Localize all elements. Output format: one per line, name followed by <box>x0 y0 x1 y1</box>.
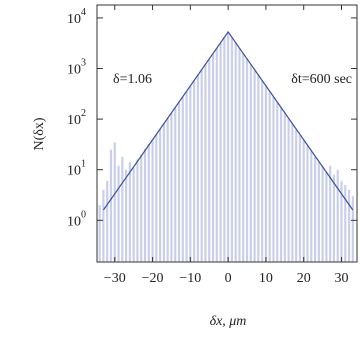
histogram-bar <box>128 162 131 262</box>
histogram-bar <box>174 107 177 262</box>
histogram-bar <box>177 102 181 262</box>
histogram-bar <box>249 64 252 262</box>
histogram-bar <box>306 145 309 262</box>
y-tick-label: 102 <box>67 108 86 128</box>
histogram-bar <box>347 189 351 262</box>
histogram-bar <box>147 144 150 262</box>
histogram-bar <box>151 139 154 262</box>
histogram-bar <box>196 75 199 262</box>
histogram-bar <box>181 96 184 262</box>
y-tick-label: 100 <box>67 210 86 230</box>
histogram-bar <box>185 91 188 262</box>
histogram-bar <box>166 118 169 262</box>
x-tick-label: −30 <box>104 271 126 286</box>
x-tick-label: 20 <box>297 271 311 286</box>
histogram-bar <box>121 156 124 262</box>
y-tick-base: 10 <box>67 113 81 128</box>
histogram-bar <box>257 75 260 262</box>
histogram-bar <box>109 149 113 262</box>
histogram-bar <box>253 69 256 262</box>
x-tick-label: 10 <box>259 271 273 286</box>
y-axis-label: N(δx) <box>32 117 47 150</box>
annotation: δ=1.06 <box>113 72 152 87</box>
histogram-bar <box>291 124 294 262</box>
histogram-bar <box>117 165 120 262</box>
histogram-bar <box>140 154 143 262</box>
histogram-bar <box>272 96 275 262</box>
histogram-bar <box>287 118 290 262</box>
x-tick-label: −20 <box>142 271 164 286</box>
histogram-bar <box>242 53 245 263</box>
x-tick-label: 0 <box>225 271 232 286</box>
histogram-bar <box>238 48 241 263</box>
histogram-bar <box>332 174 336 262</box>
y-tick-base: 10 <box>67 63 81 78</box>
histogram-bar <box>208 58 211 262</box>
histogram-bar <box>159 128 162 262</box>
histogram-bar <box>219 42 222 262</box>
y-tick-exponent: 2 <box>81 108 86 119</box>
histogram-bar <box>245 58 249 263</box>
histogram-bar <box>279 107 283 262</box>
histogram-bar <box>351 196 354 262</box>
histogram-bar <box>200 69 203 262</box>
y-tick-exponent: 3 <box>81 58 86 69</box>
y-tick-base: 10 <box>67 164 81 179</box>
histogram-bar <box>102 189 105 262</box>
histogram-bar <box>317 162 320 262</box>
histogram-bar <box>321 165 324 262</box>
histogram-bar <box>223 37 226 262</box>
histogram-bar <box>189 85 192 262</box>
histogram-bar <box>230 37 234 262</box>
y-tick-exponent: 1 <box>81 159 86 170</box>
histogram-bar <box>211 53 215 263</box>
histogram-bar <box>340 180 343 262</box>
histogram-bar <box>113 142 116 262</box>
histogram-bar <box>295 129 298 262</box>
histogram-bar <box>204 64 207 262</box>
plot-frame <box>96 4 358 263</box>
histogram-bar <box>310 151 313 262</box>
histogram-bar <box>283 113 286 263</box>
histogram-bar <box>136 159 139 262</box>
histogram-bar <box>227 31 230 263</box>
annotation: δt=600 sec <box>291 72 352 87</box>
histogram-bar <box>344 184 347 262</box>
histogram-bar <box>143 148 147 262</box>
histogram-bar <box>336 169 339 262</box>
y-tick-label: 104 <box>67 7 86 27</box>
histogram-bar <box>302 140 305 262</box>
histogram-bar <box>98 205 101 262</box>
histogram-bar <box>329 165 332 262</box>
x-tick-label: 30 <box>335 271 349 286</box>
histogram-bar <box>298 135 302 262</box>
histogram-bar <box>276 102 279 263</box>
y-tick-base: 10 <box>67 215 81 230</box>
histogram-bar <box>132 167 135 262</box>
histogram-bar <box>106 180 109 262</box>
histogram-bar <box>193 80 196 262</box>
histogram-bar <box>325 172 328 262</box>
histogram-bar <box>264 86 268 262</box>
x-tick-label: −10 <box>179 271 201 286</box>
y-tick-exponent: 0 <box>81 210 86 221</box>
histogram-bar <box>261 80 264 262</box>
y-tick-label: 101 <box>67 159 86 179</box>
histogram-bar <box>313 156 317 262</box>
fit-line <box>102 30 354 211</box>
y-tick-base: 10 <box>67 12 81 27</box>
histogram-bar <box>155 134 158 262</box>
histogram-bar <box>170 112 173 262</box>
histogram-bar <box>162 123 165 262</box>
y-tick-exponent: 4 <box>81 7 86 18</box>
histogram-bar <box>234 42 237 262</box>
histogram-bar <box>125 169 128 262</box>
histogram-bar <box>268 91 271 262</box>
y-tick-label: 103 <box>67 58 86 78</box>
histogram-bar <box>215 48 218 263</box>
x-axis-label: δx, μm <box>210 314 247 329</box>
